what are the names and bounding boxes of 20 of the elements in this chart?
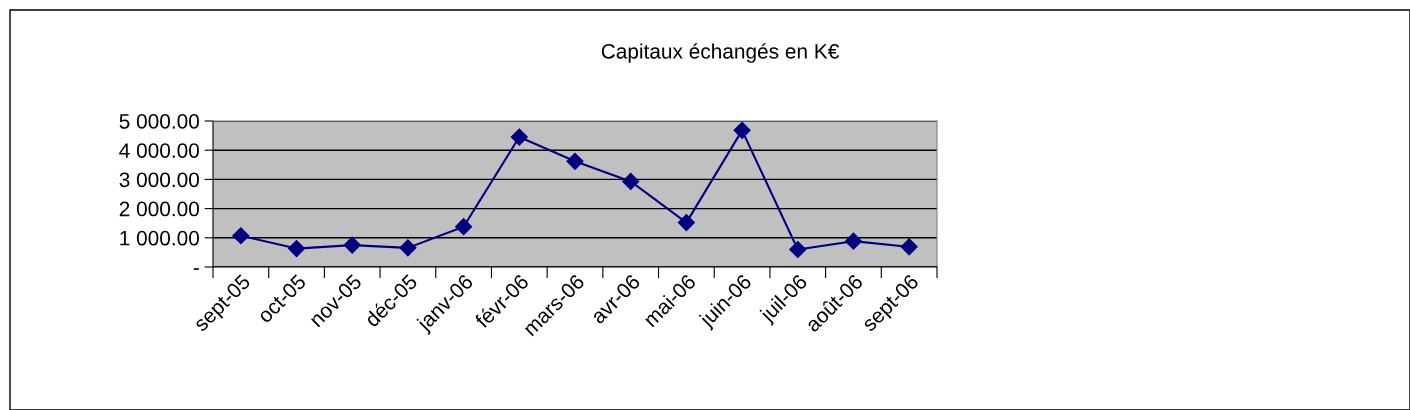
point [733,121,751,139]
point [789,240,807,259]
point [677,214,695,232]
y-tick-label: 4 000.00 [119,143,199,158]
point [455,218,473,236]
y-tick-label: 1 000.00 [120,230,199,246]
y-tick-label: - [193,268,199,270]
point [399,239,417,257]
point [844,232,863,250]
point [622,172,640,190]
y-tick-label: 3 000.00 [119,172,199,188]
point [232,227,250,245]
chart-title: Capitaux échangés en K€ [601,43,840,63]
y-tick-label: 5 000.00 [119,114,199,129]
point [343,236,361,254]
y-tick-label: 2 000.00 [119,201,199,217]
point [287,240,306,258]
point [900,238,918,256]
point [510,128,528,146]
point [566,152,584,170]
